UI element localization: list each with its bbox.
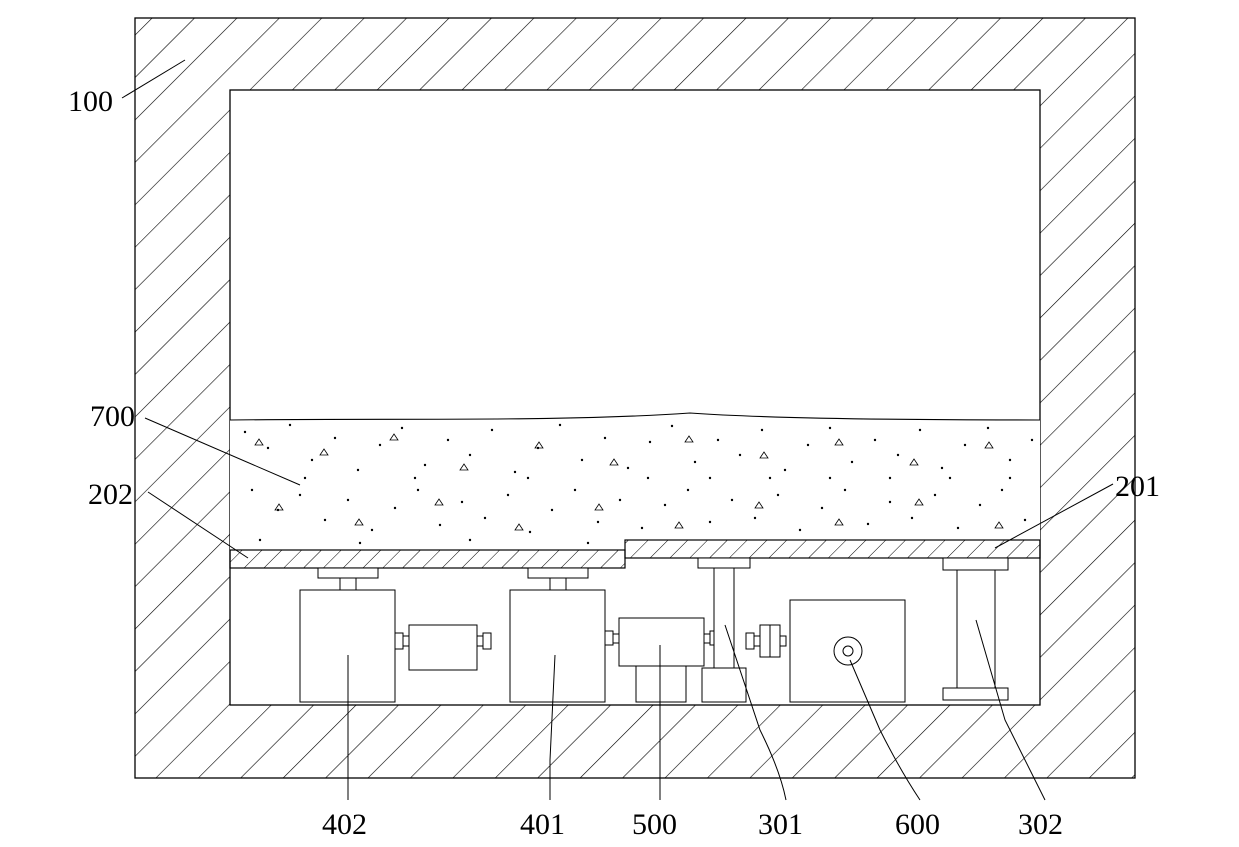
label-301: 301	[758, 808, 803, 842]
component-301	[698, 558, 750, 702]
label-700: 700	[90, 400, 135, 434]
label-402: 402	[322, 808, 367, 842]
label-201: 201	[1115, 470, 1160, 504]
label-500: 500	[632, 808, 677, 842]
coupling-301-600	[746, 625, 786, 657]
component-302	[943, 558, 1008, 700]
figure-container: 100 700 202 201 402 401 500 301 600 302	[0, 0, 1239, 847]
plate-202	[230, 550, 625, 568]
component-motor-small	[395, 625, 491, 670]
label-202: 202	[88, 478, 133, 512]
label-302: 302	[1018, 808, 1063, 842]
label-600: 600	[895, 808, 940, 842]
plate-201	[625, 540, 1040, 558]
component-401	[510, 568, 605, 702]
component-600	[790, 600, 905, 702]
component-500	[605, 618, 718, 702]
granular-top-surface	[230, 413, 1040, 420]
diagram-svg	[0, 0, 1239, 847]
label-100: 100	[68, 85, 113, 119]
granular-material	[230, 420, 1040, 555]
label-401: 401	[520, 808, 565, 842]
